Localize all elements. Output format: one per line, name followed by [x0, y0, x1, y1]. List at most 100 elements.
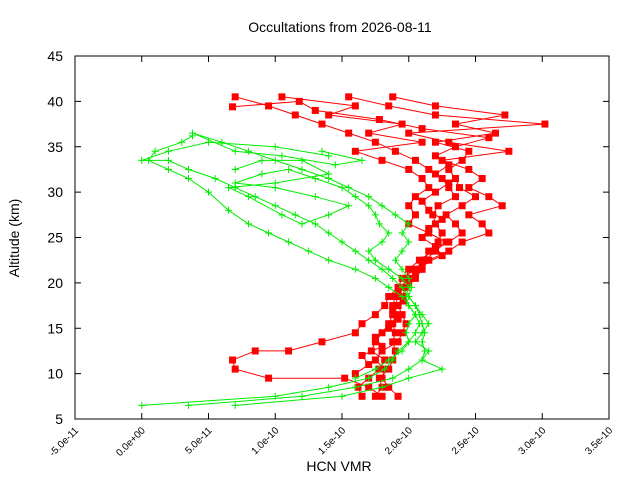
data-point-square	[485, 193, 493, 201]
data-point-plus	[358, 156, 366, 164]
data-point-square	[425, 247, 433, 255]
data-point-square	[358, 392, 366, 400]
data-point-square	[498, 202, 506, 210]
data-point-square	[458, 238, 466, 246]
data-point-plus	[184, 175, 192, 183]
data-point-square	[371, 333, 379, 341]
data-point-square	[405, 129, 413, 137]
data-point-square	[251, 347, 259, 355]
data-point-square	[391, 147, 399, 155]
data-point-plus	[178, 138, 186, 146]
data-point-square	[378, 156, 386, 164]
data-point-plus	[371, 256, 379, 264]
data-point-square	[325, 111, 333, 119]
data-point-plus	[389, 374, 397, 382]
data-point-plus	[218, 138, 226, 146]
data-point-plus	[258, 170, 266, 178]
data-point-square	[385, 383, 393, 391]
data-point-square	[345, 93, 353, 101]
data-point-square	[385, 320, 393, 328]
data-point-plus	[231, 147, 239, 155]
data-point-plus	[418, 356, 426, 364]
data-point-square	[418, 261, 426, 269]
x-tick-label: 2.0e-10	[383, 425, 415, 457]
data-point-plus	[389, 274, 397, 282]
data-point-plus	[184, 165, 192, 173]
data-point-square	[231, 365, 239, 373]
data-point-plus	[365, 247, 373, 255]
x-tick-label: 5.0e-11	[183, 425, 215, 457]
data-point-square	[445, 165, 453, 173]
data-point-square	[389, 306, 397, 314]
data-point-plus	[438, 365, 446, 373]
data-point-plus	[345, 184, 353, 192]
data-point-plus	[405, 374, 413, 382]
data-point-square	[371, 356, 379, 364]
data-point-plus	[398, 247, 406, 255]
data-point-plus	[351, 265, 359, 273]
data-point-plus	[245, 220, 253, 228]
data-point-square	[371, 338, 379, 346]
x-tick-label: -5.0e-11	[48, 425, 82, 459]
data-point-plus	[245, 147, 253, 155]
data-point-plus	[405, 338, 413, 346]
data-point-square	[472, 193, 479, 201]
data-point-square	[378, 374, 386, 382]
data-point-square	[458, 229, 466, 237]
data-point-square	[371, 138, 379, 146]
data-point-square	[398, 311, 406, 319]
x-tick-label: 1.5e-10	[316, 425, 348, 457]
data-point-plus	[258, 156, 266, 164]
data-point-square	[318, 338, 326, 346]
data-point-square	[445, 184, 453, 192]
data-point-square	[442, 238, 450, 246]
data-point-square	[431, 188, 439, 196]
data-point-square	[442, 211, 450, 219]
data-point-square	[418, 138, 426, 146]
data-point-plus	[385, 356, 393, 364]
data-point-square	[285, 347, 293, 355]
data-point-square	[438, 252, 446, 260]
data-point-square	[418, 197, 426, 205]
data-point-square	[445, 247, 453, 255]
data-point-square	[458, 156, 466, 164]
data-point-square	[431, 152, 439, 160]
data-point-square	[378, 347, 386, 355]
data-point-square	[431, 243, 439, 251]
data-point-plus	[402, 292, 410, 300]
data-point-plus	[271, 179, 279, 187]
data-point-square	[425, 165, 433, 173]
data-point-plus	[164, 156, 172, 164]
y-tick-label: 15	[47, 320, 63, 336]
data-point-plus	[325, 229, 333, 237]
x-axis-label: HCN VMR	[306, 458, 371, 474]
x-tick-label: 2.5e-10	[450, 425, 482, 457]
data-point-plus	[405, 283, 413, 291]
data-point-plus	[231, 401, 239, 409]
data-point-square	[451, 220, 459, 228]
data-point-plus	[311, 193, 319, 201]
data-point-square	[405, 202, 413, 210]
data-point-square	[394, 392, 402, 400]
data-point-plus	[398, 274, 406, 282]
data-point-square	[375, 365, 383, 373]
data-point-plus	[325, 211, 333, 219]
data-point-square	[429, 211, 437, 219]
data-point-plus	[298, 220, 306, 228]
data-point-plus	[411, 302, 419, 310]
data-point-square	[405, 165, 413, 173]
x-tick-label: 1.0e-10	[250, 425, 282, 457]
data-point-square	[465, 165, 473, 173]
data-point-plus	[378, 202, 386, 210]
data-point-square	[421, 256, 429, 264]
data-point-plus	[351, 374, 359, 382]
series-2-profile-3-line	[192, 132, 444, 406]
y-tick-label: 45	[47, 48, 63, 64]
data-point-plus	[398, 283, 406, 291]
data-point-plus	[345, 202, 353, 210]
data-point-plus	[365, 193, 373, 201]
data-point-square	[425, 206, 433, 214]
data-point-plus	[298, 156, 306, 164]
data-point-square	[505, 147, 513, 155]
data-point-square	[371, 392, 379, 400]
